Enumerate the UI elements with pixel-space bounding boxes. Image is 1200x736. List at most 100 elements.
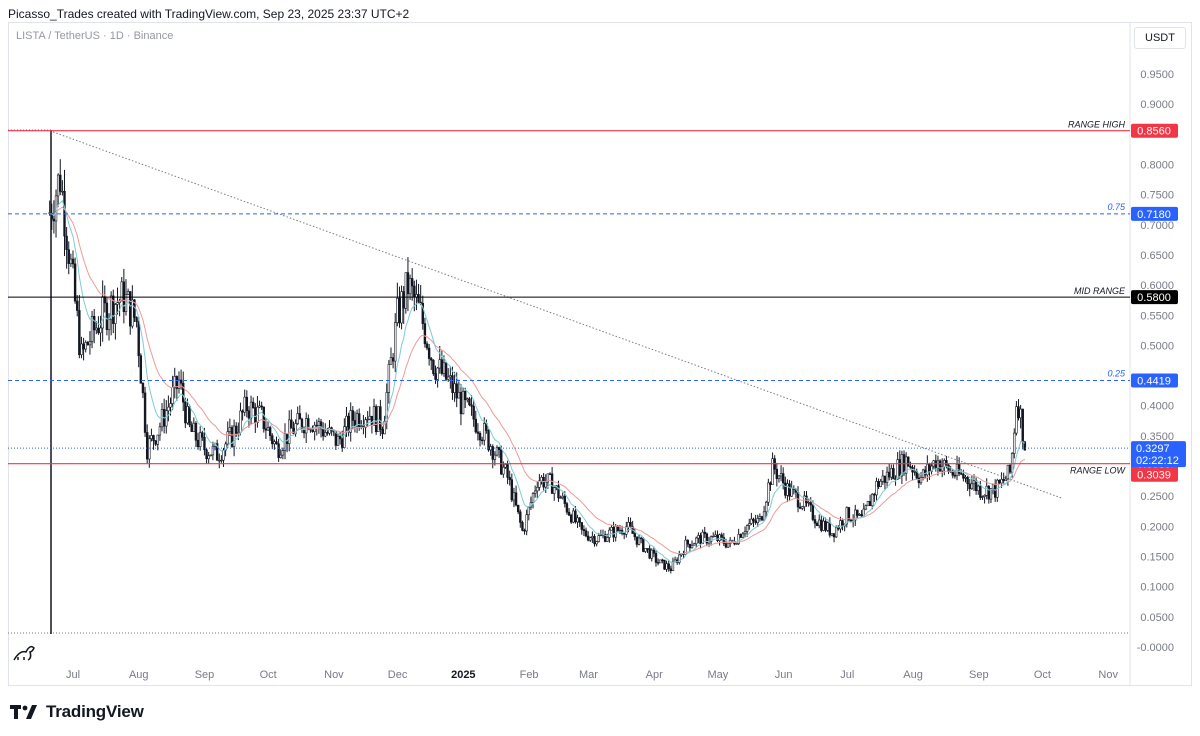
candle-body <box>913 471 916 473</box>
candle-body <box>1023 441 1027 451</box>
descending-trendline[interactable] <box>49 130 1062 499</box>
candle-body <box>421 302 424 324</box>
candle-body <box>504 464 507 468</box>
candle-body <box>762 511 766 521</box>
price-tag <box>1131 373 1178 388</box>
candle-body <box>998 479 1001 484</box>
candle-body <box>251 401 255 408</box>
x-tick-label: Feb <box>520 669 539 681</box>
candle-body <box>109 295 113 320</box>
candle-body <box>864 505 868 510</box>
candle-body <box>366 418 369 421</box>
candle-body <box>338 435 342 440</box>
candle-body <box>432 359 435 374</box>
candle-body <box>809 502 812 506</box>
candle-body <box>964 476 967 479</box>
candle-body <box>875 481 878 496</box>
candle-body <box>841 520 844 527</box>
candle-body <box>801 506 804 509</box>
candle-body <box>245 396 249 412</box>
candle-body <box>968 483 971 490</box>
candle-body <box>497 447 501 451</box>
candle-body <box>173 376 176 388</box>
candle-body <box>97 327 100 334</box>
candle-body <box>150 435 153 439</box>
candle-body <box>885 471 889 483</box>
candle-body <box>597 535 600 542</box>
candle-body <box>705 533 709 544</box>
candle-body <box>559 497 562 499</box>
candle-body <box>232 425 236 447</box>
candle-body <box>786 483 789 496</box>
candle-body <box>468 398 471 406</box>
candle-body <box>820 519 823 531</box>
candle-body <box>230 427 234 447</box>
candle-body <box>324 432 327 437</box>
candle-body <box>495 447 499 456</box>
candle-body <box>752 518 755 522</box>
candles <box>48 159 1027 574</box>
candle-body <box>73 263 77 302</box>
candle-body <box>637 537 641 545</box>
candle-body <box>218 459 221 462</box>
candle-body <box>65 235 68 250</box>
candle-body <box>154 440 157 445</box>
y-tick-label: 0.2500 <box>1140 491 1174 503</box>
candle-body <box>985 485 988 496</box>
candle-body <box>374 406 378 433</box>
y-tick-label: 0.5000 <box>1140 340 1174 352</box>
candle-body <box>533 490 537 494</box>
candle-body <box>692 543 696 546</box>
candle-body <box>268 427 272 437</box>
currency-button[interactable]: USDT <box>1134 27 1186 49</box>
replay-dino-icon[interactable] <box>13 645 35 661</box>
candle-body <box>343 426 346 448</box>
candle-body <box>438 359 441 369</box>
candle-body <box>116 302 119 305</box>
candle-body <box>341 438 344 448</box>
countdown-text: 02:22:12 <box>1136 455 1179 467</box>
candle-body <box>743 531 747 535</box>
candle-body <box>699 535 702 545</box>
candle-body <box>603 533 607 542</box>
price-tag <box>1131 290 1178 305</box>
candle-body <box>370 415 374 426</box>
candle-body <box>565 503 569 513</box>
candle-body <box>319 421 323 430</box>
candle-body <box>215 443 219 461</box>
candle-body <box>345 415 348 427</box>
candle-body <box>741 533 745 538</box>
candle-body <box>832 533 836 538</box>
candle-body <box>506 464 509 478</box>
candle-body <box>807 502 810 504</box>
candle-body <box>881 475 885 482</box>
candle-body <box>188 406 191 426</box>
candle-body <box>470 404 473 407</box>
candle-body <box>107 319 111 330</box>
candle-body <box>71 258 75 265</box>
candle-body <box>59 174 62 192</box>
candle-body <box>516 504 520 513</box>
candle-body <box>703 531 706 535</box>
x-tick-label: Nov <box>1098 669 1118 681</box>
y-tick-label: 0.9500 <box>1140 69 1174 81</box>
candle-body <box>684 539 687 555</box>
x-tick-label: Dec <box>388 669 408 681</box>
candle-body <box>476 431 480 434</box>
candle-body <box>688 543 692 549</box>
candle-body <box>277 443 280 458</box>
candle-body <box>235 425 238 434</box>
x-tick-label: Jul <box>66 669 80 681</box>
candle-body <box>591 536 594 539</box>
candle-body <box>966 476 969 485</box>
candle-body <box>811 504 815 520</box>
candle-body <box>86 342 90 346</box>
candle-body <box>589 537 592 541</box>
candle-body <box>972 480 976 485</box>
candle-body <box>203 436 206 451</box>
footer-logo[interactable]: TradingView <box>10 700 144 724</box>
candle-body <box>273 441 276 445</box>
price-tag-text: 0.4419 <box>1137 375 1171 387</box>
candle-body <box>771 458 774 485</box>
